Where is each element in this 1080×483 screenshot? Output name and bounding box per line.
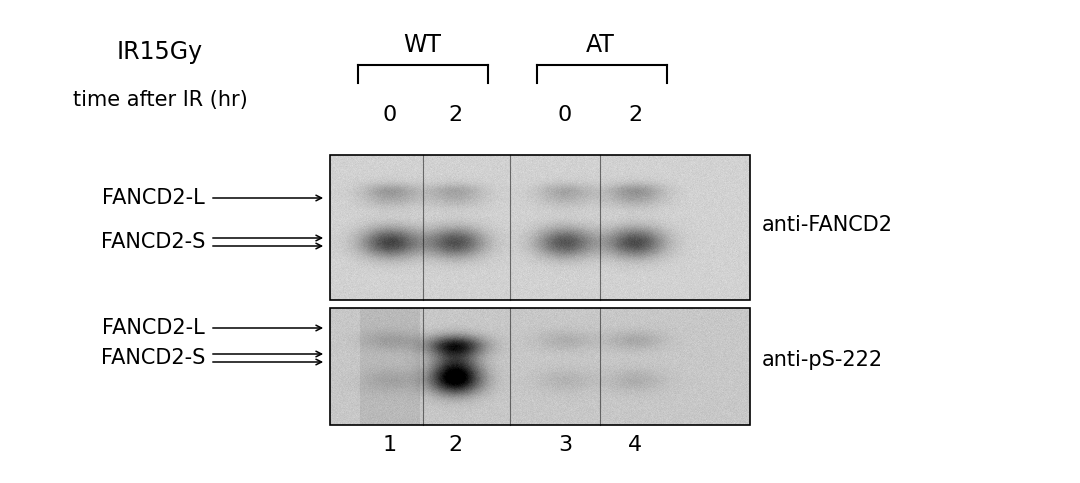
Text: 2: 2 — [448, 435, 462, 455]
Text: FANCD2-S: FANCD2-S — [100, 348, 205, 368]
Text: 0: 0 — [383, 105, 397, 125]
Text: FANCD2-S: FANCD2-S — [100, 232, 205, 252]
Text: 3: 3 — [558, 435, 572, 455]
Text: 4: 4 — [627, 435, 643, 455]
Text: 1: 1 — [383, 435, 397, 455]
Text: time after IR (hr): time after IR (hr) — [72, 90, 247, 110]
Text: 2: 2 — [448, 105, 462, 125]
Text: WT: WT — [403, 33, 441, 57]
Text: anti-pS-222: anti-pS-222 — [762, 350, 883, 370]
Text: 2: 2 — [627, 105, 643, 125]
Text: anti-FANCD2: anti-FANCD2 — [762, 215, 893, 235]
Bar — [330, 155, 750, 300]
Text: FANCD2-L: FANCD2-L — [103, 318, 205, 338]
Text: FANCD2-L: FANCD2-L — [103, 188, 205, 208]
Text: AT: AT — [585, 33, 615, 57]
Bar — [330, 308, 750, 425]
Text: 0: 0 — [558, 105, 572, 125]
Text: IR15Gy: IR15Gy — [117, 40, 203, 64]
